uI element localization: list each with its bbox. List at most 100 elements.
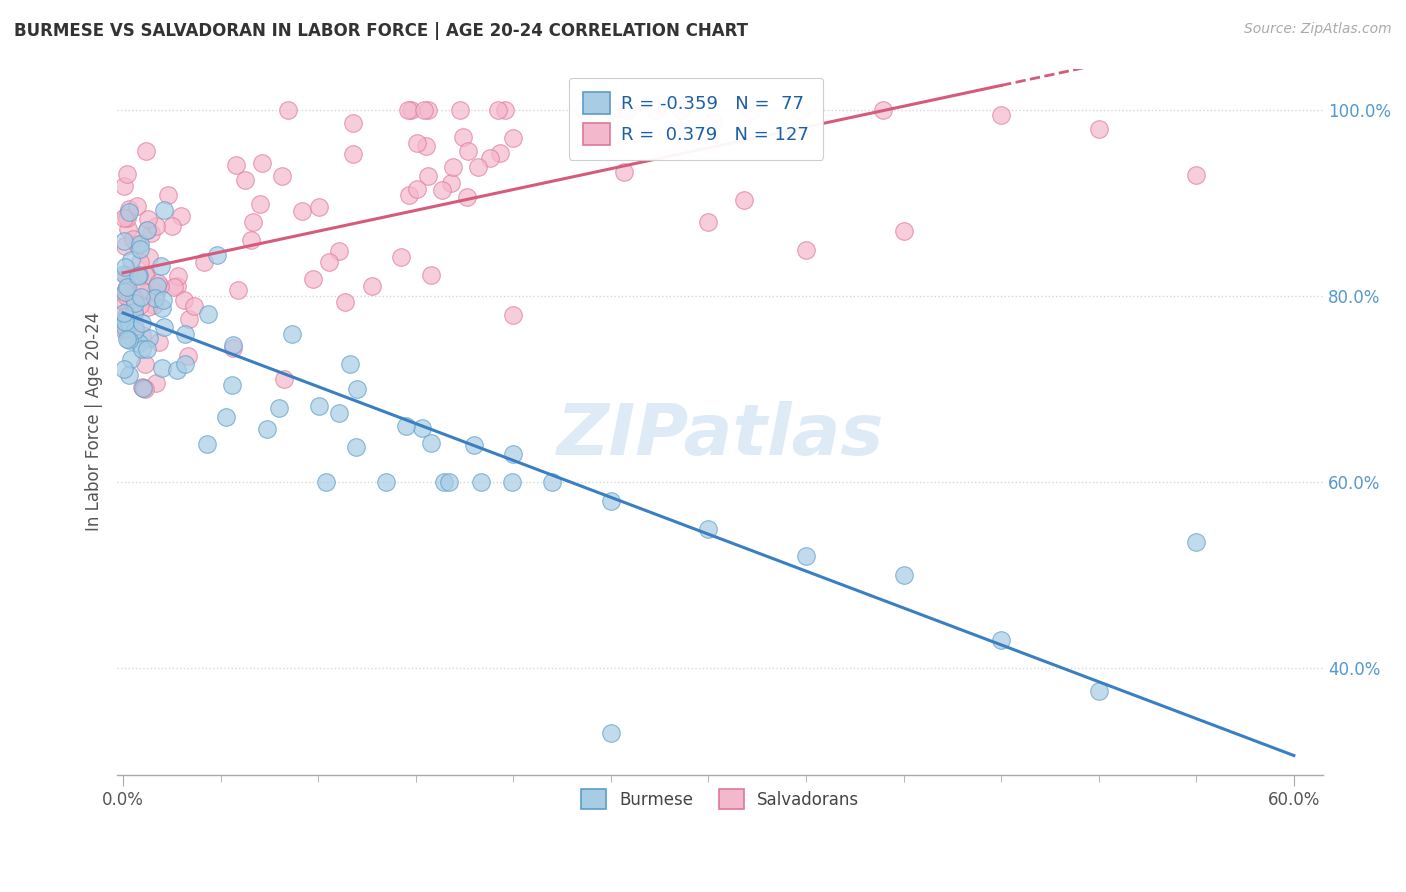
Point	[112, 361, 135, 376]
Point	[131, 316, 153, 330]
Point	[114, 295, 136, 310]
Point	[467, 161, 489, 175]
Point	[872, 103, 894, 118]
Point	[132, 381, 155, 395]
Point	[118, 204, 141, 219]
Point	[328, 244, 350, 259]
Point	[125, 236, 148, 251]
Point	[399, 103, 422, 118]
Point	[195, 437, 218, 451]
Point	[342, 146, 364, 161]
Point	[420, 268, 443, 282]
Point	[118, 202, 141, 216]
Point	[143, 298, 166, 312]
Point	[502, 447, 524, 461]
Point	[489, 146, 512, 161]
Point	[174, 326, 197, 341]
Point	[602, 103, 624, 118]
Point	[418, 103, 440, 118]
Point	[645, 103, 668, 118]
Point	[242, 215, 264, 229]
Point	[131, 343, 153, 357]
Point	[134, 382, 156, 396]
Point	[115, 307, 138, 321]
Point	[250, 156, 273, 170]
Point	[344, 441, 367, 455]
Point	[193, 255, 215, 269]
Point	[135, 268, 157, 282]
Point	[145, 219, 167, 234]
Point	[502, 308, 524, 322]
Point	[114, 310, 136, 324]
Point	[225, 158, 247, 172]
Point	[163, 279, 186, 293]
Point	[115, 268, 138, 283]
Point	[117, 268, 139, 282]
Point	[112, 179, 135, 194]
Point	[433, 475, 456, 489]
Point	[398, 188, 420, 202]
Point	[166, 363, 188, 377]
Point	[118, 368, 141, 383]
Point	[572, 103, 595, 118]
Point	[174, 357, 197, 371]
Point	[502, 130, 524, 145]
Point	[129, 298, 152, 312]
Point	[439, 475, 461, 489]
Point	[112, 317, 135, 331]
Point	[150, 360, 173, 375]
Point	[136, 342, 159, 356]
Point	[136, 212, 159, 227]
Point	[697, 522, 720, 536]
Point	[416, 169, 439, 183]
Point	[342, 116, 364, 130]
Text: ZIPatlas: ZIPatlas	[557, 401, 884, 470]
Point	[346, 382, 368, 396]
Point	[112, 267, 135, 281]
Point	[125, 199, 148, 213]
Point	[131, 380, 153, 394]
Point	[794, 243, 817, 257]
Point	[131, 328, 153, 343]
Point	[120, 253, 142, 268]
Point	[145, 285, 167, 300]
Point	[240, 233, 263, 247]
Point	[616, 103, 638, 118]
Point	[115, 209, 138, 223]
Point	[599, 726, 621, 740]
Point	[136, 300, 159, 314]
Point	[308, 200, 330, 214]
Point	[124, 323, 146, 337]
Point	[128, 268, 150, 283]
Point	[150, 301, 173, 315]
Point	[160, 219, 183, 233]
Point	[441, 160, 464, 174]
Point	[122, 292, 145, 306]
Point	[221, 378, 243, 392]
Point	[129, 236, 152, 251]
Point	[136, 223, 159, 237]
Point	[360, 278, 382, 293]
Point	[333, 295, 356, 310]
Point	[117, 221, 139, 235]
Point	[128, 335, 150, 350]
Point	[117, 333, 139, 347]
Point	[153, 320, 176, 334]
Point	[277, 103, 299, 118]
Point	[308, 399, 330, 413]
Text: Source: ZipAtlas.com: Source: ZipAtlas.com	[1244, 22, 1392, 37]
Point	[117, 287, 139, 301]
Point	[733, 193, 755, 207]
Point	[318, 255, 340, 269]
Point	[135, 144, 157, 158]
Point	[122, 232, 145, 246]
Point	[233, 173, 256, 187]
Point	[990, 633, 1012, 648]
Point	[456, 190, 478, 204]
Point	[112, 323, 135, 337]
Point	[177, 312, 200, 326]
Point	[136, 286, 159, 301]
Point	[671, 125, 693, 139]
Point	[893, 224, 915, 238]
Point	[1087, 122, 1109, 136]
